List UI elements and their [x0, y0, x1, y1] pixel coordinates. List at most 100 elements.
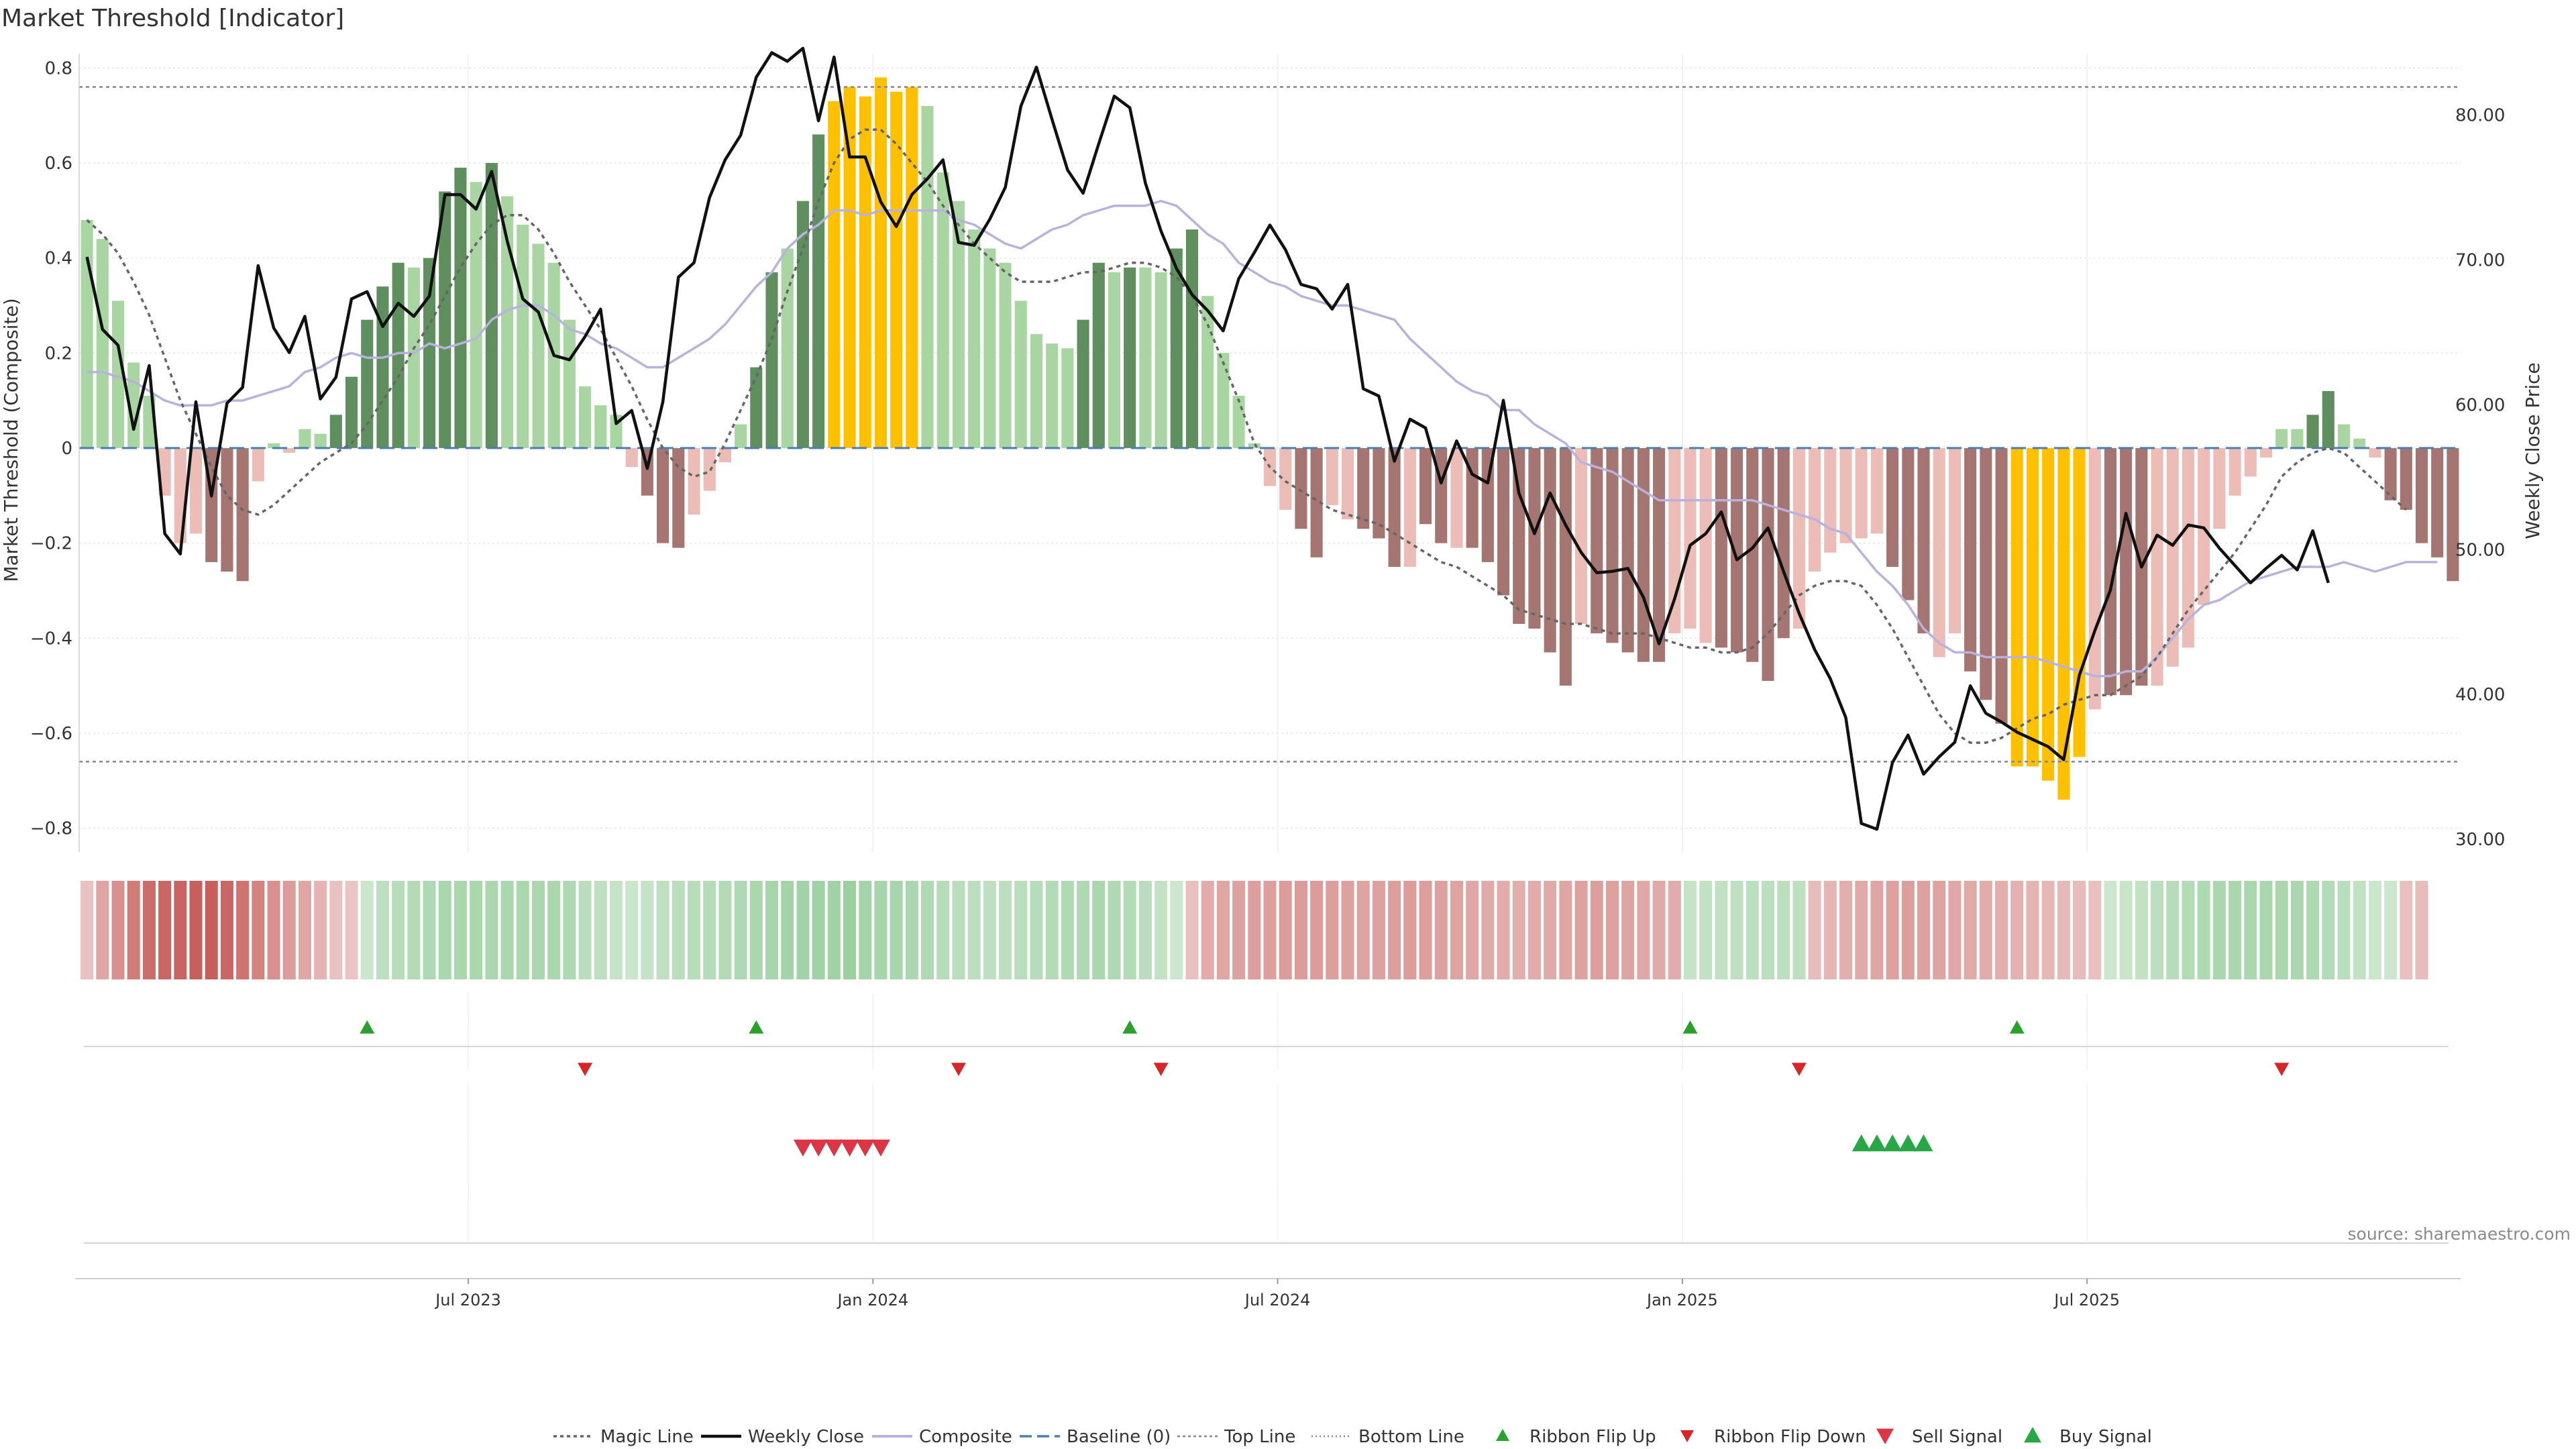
- histogram-bar: [1341, 447, 1354, 520]
- ribbon-cell: [1248, 881, 1261, 979]
- ribbon-cell: [142, 881, 156, 979]
- histogram-bar: [765, 272, 778, 448]
- histogram-bar: [1855, 447, 1868, 539]
- histogram-bar: [1870, 447, 1883, 534]
- ribbon-cell: [1668, 881, 1681, 979]
- ribbon-cell: [641, 881, 654, 979]
- ribbon-cell: [516, 881, 529, 979]
- ribbon-cell: [2384, 881, 2398, 979]
- legend-swatch: [1680, 1430, 1694, 1442]
- ribbon-cell: [360, 881, 374, 979]
- histogram-bar: [329, 415, 342, 448]
- ribbon-cell: [2197, 881, 2210, 979]
- histogram-bar: [1637, 447, 1650, 662]
- histogram-bar: [1388, 447, 1401, 567]
- ribbon-cell: [812, 881, 825, 979]
- histogram-bar: [1217, 353, 1230, 448]
- ribbon-flip-up-marker: [1122, 1020, 1138, 1034]
- histogram-bar: [1559, 447, 1572, 686]
- ribbon-cell: [1388, 881, 1401, 979]
- histogram-bar: [2026, 447, 2039, 767]
- ribbon-cell: [236, 881, 250, 979]
- legend-item: Bottom Line: [1311, 1427, 1464, 1447]
- legend-label: Ribbon Flip Down: [1714, 1427, 1866, 1447]
- sell-signal-marker: [855, 1139, 875, 1157]
- ribbon-cell: [1279, 881, 1292, 979]
- histogram-bar: [1295, 447, 1307, 529]
- histogram-bar: [2151, 447, 2163, 686]
- ribbon-cell: [609, 881, 623, 979]
- ribbon-cell: [749, 881, 763, 979]
- histogram-bar: [1544, 447, 1556, 653]
- ribbon-flip-up-marker: [360, 1020, 375, 1034]
- histogram-bar: [1933, 447, 1945, 657]
- ribbon-cell: [1014, 881, 1028, 979]
- ribbon-cell: [2166, 881, 2180, 979]
- ribbon-cell: [298, 881, 311, 979]
- histogram-bar: [1792, 447, 1805, 629]
- histogram-bar: [2229, 447, 2241, 496]
- ribbon-cell: [1170, 881, 1183, 979]
- buy-signal-marker: [1867, 1134, 1886, 1152]
- histogram-bar: [2431, 447, 2444, 557]
- ribbon-cell: [1808, 881, 1821, 979]
- histogram-bar: [407, 267, 420, 448]
- histogram-bar: [1917, 447, 1930, 634]
- histogram-bar: [2447, 447, 2459, 582]
- legend-item: Baseline (0): [1020, 1427, 1171, 1447]
- ribbon-cell: [859, 881, 872, 979]
- histogram-bar: [2073, 447, 2086, 757]
- y-tick-label: −0.2: [30, 534, 72, 554]
- histogram-bar: [968, 229, 981, 448]
- histogram-bar: [610, 415, 623, 448]
- ribbon-cell: [1077, 881, 1090, 979]
- histogram-bar: [470, 182, 482, 448]
- ribbon-cell: [2290, 881, 2304, 979]
- histogram-bar: [718, 447, 731, 463]
- histogram-bar: [1668, 447, 1681, 634]
- ribbon-cell: [1263, 881, 1277, 979]
- ribbon-cell: [2057, 881, 2070, 979]
- ribbon-cell: [1683, 881, 1697, 979]
- histogram-bar: [501, 196, 514, 448]
- ribbon-cell: [470, 881, 483, 979]
- histogram-bar: [1497, 447, 1510, 596]
- ribbon-cell: [2119, 881, 2133, 979]
- histogram-bar: [2322, 390, 2334, 448]
- ribbon-cell: [1497, 881, 1510, 979]
- histogram-bar: [1046, 343, 1059, 448]
- histogram-bar: [1606, 447, 1619, 643]
- histogram-bar: [1902, 447, 1915, 600]
- ribbon-cell: [796, 881, 810, 979]
- histogram-bar: [423, 258, 436, 448]
- sell-signal-marker: [840, 1139, 859, 1157]
- ribbon-cell: [1777, 881, 1790, 979]
- ribbon-cell: [392, 881, 405, 979]
- histogram-bar: [579, 386, 592, 448]
- histogram-bar: [2010, 447, 2023, 767]
- ribbon-cell: [2151, 881, 2164, 979]
- ribbon-cell: [2275, 881, 2288, 979]
- ribbon-cell: [1590, 881, 1603, 979]
- ribbon-cell: [2368, 881, 2381, 979]
- histogram-bar: [174, 447, 186, 543]
- y2-tick-label: 40.00: [2455, 685, 2505, 705]
- ribbon-flip-down-marker: [1153, 1063, 1169, 1076]
- histogram-bar: [2213, 447, 2226, 529]
- histogram-bar: [1699, 447, 1712, 643]
- histogram-bar: [1481, 447, 1494, 562]
- ribbon-cell: [1886, 881, 1899, 979]
- histogram-bar: [563, 319, 576, 448]
- histogram-bar: [2337, 424, 2351, 448]
- histogram-bar: [439, 191, 451, 448]
- ribbon-cell: [205, 881, 218, 979]
- histogram-bar: [688, 447, 700, 515]
- histogram-bar: [1621, 447, 1634, 653]
- histogram-bar: [1450, 447, 1463, 548]
- legend-item: Ribbon Flip Down: [1680, 1427, 1866, 1447]
- ribbon-flip-up-marker: [749, 1020, 764, 1034]
- legend-label: Top Line: [1224, 1427, 1295, 1447]
- histogram-bar: [1746, 447, 1759, 662]
- histogram-bar: [1995, 447, 2008, 724]
- ribbon-cell: [1341, 881, 1354, 979]
